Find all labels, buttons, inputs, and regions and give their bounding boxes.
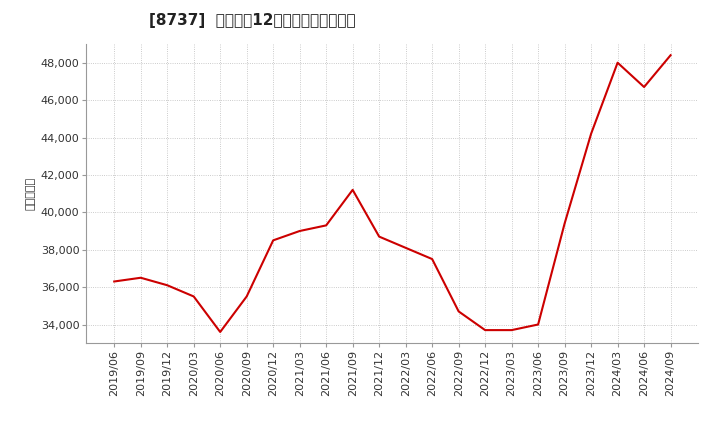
Y-axis label: （百万円）: （百万円） xyxy=(25,177,35,210)
Text: [8737]  売上高の12か月移動合計の推移: [8737] 売上高の12か月移動合計の推移 xyxy=(149,13,355,28)
